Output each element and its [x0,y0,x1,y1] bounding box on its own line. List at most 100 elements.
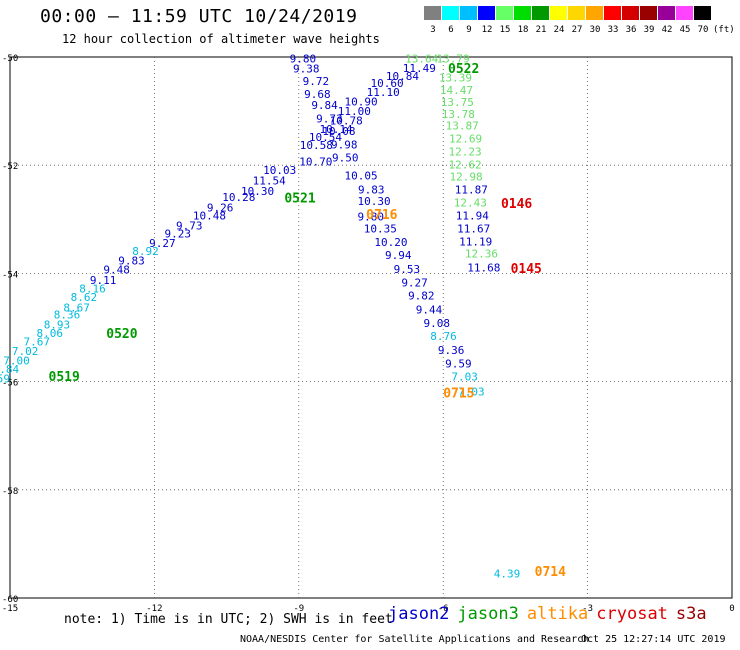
wave-height-label: 8.76 [430,330,457,343]
wave-height-label: 10.30 [358,195,391,208]
wave-height-label: 8.06 [36,327,63,340]
legend-bin-label: 39 [644,25,655,35]
wave-height-label: 12.98 [449,171,482,184]
wave-height-label: 4.39 [494,568,521,581]
y-tick-label: -50 [2,54,18,64]
legend-bin-label: 6 [448,25,453,35]
legend-unit: (ft) [713,25,735,35]
satellite-legend-cryosat: cryosat [596,604,668,624]
wave-height-label: 8.67 [63,301,90,314]
wave-height-label: 7.03 [451,371,478,384]
legend-swatch [532,6,549,20]
wave-height-label: 10.90 [345,95,378,108]
wave-height-label: 10.28 [222,191,255,204]
wave-height-label: 10.30 [241,185,274,198]
wave-height-label: 10.05 [345,169,378,182]
pass-id-label: 0521 [284,192,315,207]
legend-bin-label: 27 [572,25,583,35]
axis-tick-labels: -15 -12 -9 -6 -3 0 -50 -52 -54 -56 -58 -60 [2,54,735,614]
wave-height-label: 9.08 [423,317,450,330]
wave-height-label: 8.93 [44,318,70,331]
wave-height-label: 10.14 [319,123,352,136]
legend-swatch [460,6,477,20]
wave-height-label: 11.00 [338,105,371,118]
wave-height-label: 10.03 [263,164,296,177]
wave-height-label: 10.20 [374,236,407,249]
x-tick-label: 0 [729,604,734,614]
x-tick-label: -3 [582,604,593,614]
wave-height-label: 10.84 [386,70,419,83]
wave-height-label: 8.92 [132,245,159,258]
wave-height-labels: 13.6413.7911.4910.8410.6011.1010.9011.00… [0,53,520,581]
footer-timestamp: Oct 25 12:27:14 UTC 2019 [581,634,726,645]
wave-height-label: 7.03 [458,385,485,398]
pass-id-label: 0146 [501,197,532,212]
legend-bin-label: 15 [500,25,511,35]
x-tick-label: -15 [2,604,18,614]
pass-id-label: 0714 [535,565,566,580]
wave-height-label: 7.02 [12,345,38,358]
wave-height-label: 9.27 [401,277,428,290]
wave-height-label: 11.10 [367,86,400,99]
satellite-legend-jason3: jason3 [457,604,519,624]
y-tick-label: -58 [2,487,18,497]
wave-height-label: 9.82 [408,290,435,303]
legend-swatch [658,6,675,20]
pass-id-labels: 0522 0521 0520 0519 0716 0715 0714 0146 0145 [49,62,567,580]
legend-swatch [586,6,603,20]
legend-swatch [442,6,459,20]
pass-id-label: 0145 [511,262,542,277]
satellite-legend-jason2: jason2 [388,604,450,624]
wave-height-label: 9.53 [394,263,421,276]
legend-bin-label: 33 [608,25,619,35]
legend-bin-label: 12 [482,25,493,35]
satellite-legend-altika: altika [526,604,589,624]
legend-swatch [568,6,585,20]
wave-height-label: 11.49 [403,62,436,75]
wave-height-label: 9.98 [331,139,358,152]
footer-note: note: 1) Time is in UTC; 2) SWH is in fe… [64,612,393,627]
color-legend: 3 6 9 12 15 18 21 24 27 30 33 36 39 42 45 70 (ft) [424,6,735,35]
grid-lines [9,56,733,599]
wave-height-label: 10.58 [300,139,333,152]
legend-bin-label: 70 [698,25,709,35]
wave-height-label: 9.38 [293,62,320,75]
legend-swatch [550,6,567,20]
y-tick-label: -56 [2,379,18,389]
wave-height-label: 10.70 [299,155,332,168]
wave-height-label: 9.73 [176,219,203,232]
wave-height-label: 8.62 [71,291,98,304]
wave-height-label: 9.83 [118,254,145,267]
wave-height-label: 9.94 [385,249,412,262]
legend-bin-label: 30 [590,25,601,35]
legend-bin-label: 45 [680,25,691,35]
wave-height-label: 11.68 [467,261,500,274]
plot-frame [9,56,733,599]
wave-height-label: 9.11 [90,274,117,287]
wave-height-label: 7.00 [3,355,30,368]
legend-swatch [694,6,711,20]
pass-id-label: 0522 [448,62,479,77]
wave-height-label: 12.62 [448,159,481,172]
legend-bin-label: 36 [626,25,637,35]
pass-id-label: 0715 [443,386,474,401]
wave-height-label: 9.80 [290,53,317,66]
wave-height-label: 11.19 [459,235,492,248]
satellite-legend: jason2 jason3 altika cryosat s3a [388,604,715,624]
wave-height-label: 9.72 [303,75,330,88]
wave-height-label: 8.16 [79,283,106,296]
legend-swatch [514,6,531,20]
wave-height-label: 7.67 [23,336,50,349]
wave-height-label: 12.36 [465,247,498,260]
wave-height-label: 8.36 [54,309,80,322]
wave-height-label: 13.78 [442,108,475,121]
wave-height-label: 9.26 [207,201,234,214]
satellite-legend-s3a: s3a [675,604,707,624]
pass-id-label: 0519 [49,370,80,385]
wave-height-label: 12.69 [449,133,482,146]
legend-swatch [676,6,693,20]
y-tick-label: -52 [2,162,18,172]
wave-height-label: 13.79 [436,53,469,66]
wave-height-label: 9.68 [304,88,331,101]
wave-height-label: 13.64 [405,53,438,66]
